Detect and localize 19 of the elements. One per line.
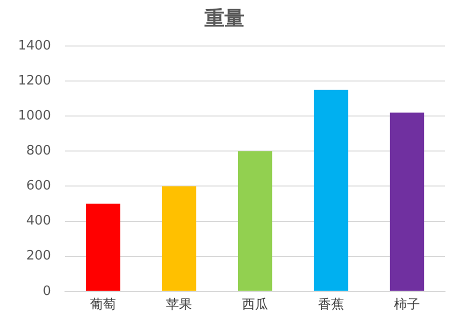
x-tick-label: 柿子 bbox=[394, 298, 420, 313]
bar bbox=[314, 90, 348, 291]
bar bbox=[162, 186, 196, 291]
x-tick-label: 葡萄 bbox=[90, 298, 116, 313]
y-tick-label: 800 bbox=[26, 144, 52, 159]
x-tick-label: 苹果 bbox=[166, 298, 192, 313]
bar bbox=[86, 204, 120, 291]
x-tick-label: 香蕉 bbox=[318, 298, 344, 313]
y-tick-label: 1400 bbox=[18, 38, 52, 54]
chart-title: 重量 bbox=[204, 6, 244, 30]
y-tick-label: 1200 bbox=[18, 73, 52, 88]
y-tick-label: 600 bbox=[26, 178, 52, 194]
x-tick-label: 西瓜 bbox=[242, 298, 268, 313]
y-tick-label: 0 bbox=[42, 284, 52, 299]
bar bbox=[238, 151, 272, 291]
y-tick-label: 400 bbox=[26, 214, 52, 229]
bar bbox=[390, 112, 424, 291]
y-tick-label: 200 bbox=[26, 248, 52, 264]
y-tick-label: 1000 bbox=[18, 108, 52, 124]
